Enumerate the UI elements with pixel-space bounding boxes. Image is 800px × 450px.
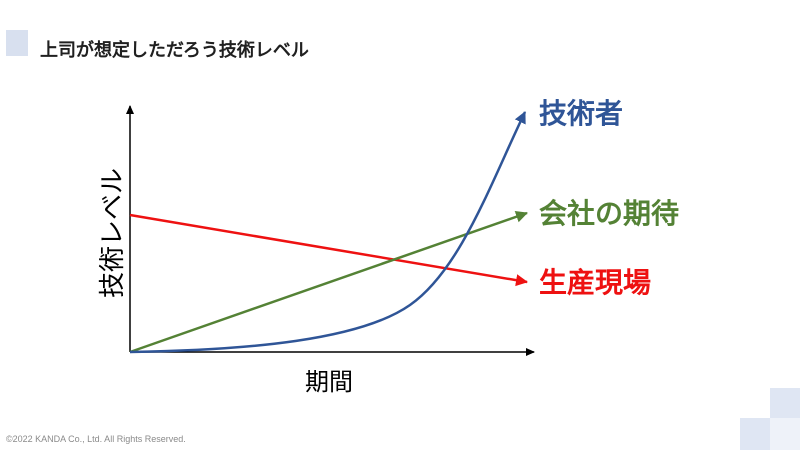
slide-title: 上司が想定しただろう技術レベル (40, 40, 309, 61)
engineer-label: 技術者 (539, 97, 623, 130)
company-expectation-label: 会社の期待 (539, 197, 679, 230)
y-axis-label: 技術レベル (98, 168, 128, 298)
field-line (129, 213, 528, 287)
title-accent-block (6, 30, 28, 56)
field-label: 生産現場 (539, 266, 651, 299)
copyright-text: ©2022 KANDA Co., Ltd. All Rights Reserve… (6, 434, 186, 444)
x-axis-label: 期間 (305, 368, 353, 396)
decorative-square (740, 418, 770, 450)
engineer-curve (129, 111, 527, 354)
decorative-square (770, 388, 800, 418)
decorative-square (770, 418, 800, 450)
company-expectation-line (129, 210, 528, 354)
